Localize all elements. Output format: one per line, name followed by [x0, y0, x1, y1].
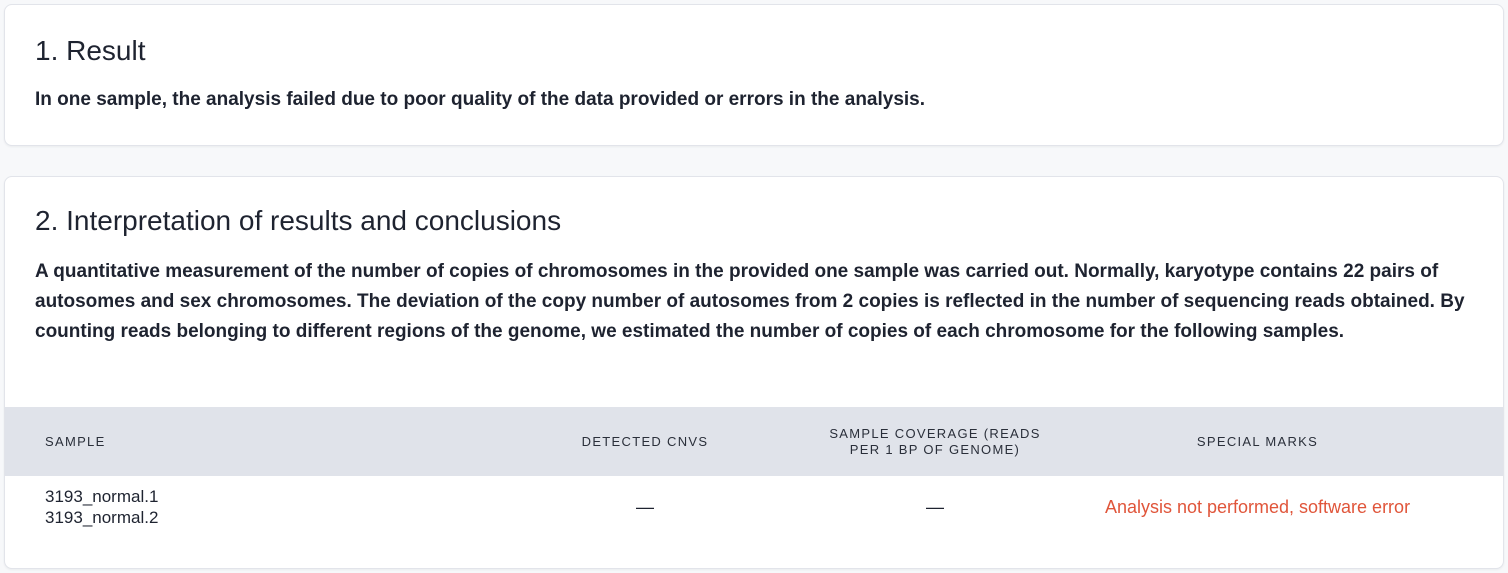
sample-cell: 3193_normal.1 3193_normal.2 [45, 476, 158, 538]
sample-name: 3193_normal.2 [45, 508, 159, 527]
table-row: 3193_normal.1 3193_normal.2 — — Analysis… [5, 476, 1503, 568]
column-header-special-marks: SPECIAL MARKS [1196, 433, 1319, 449]
sample-name: 3193_normal.1 [45, 487, 159, 506]
interpretation-card: 2. Interpretation of results and conclus… [4, 176, 1504, 569]
column-header-sample-coverage: SAMPLE COVERAGE (READS PER 1 BP OF GENOM… [829, 425, 1041, 457]
result-card: 1. Result In one sample, the analysis fa… [4, 4, 1504, 146]
table-header: SAMPLE DETECTED CNVS SAMPLE COVERAGE (RE… [5, 407, 1503, 476]
interpretation-text: A quantitative measurement of the number… [35, 261, 1465, 342]
interpretation-title: 2. Interpretation of results and conclus… [35, 205, 562, 236]
column-header-sample: SAMPLE [45, 433, 106, 449]
column-header-detected-cnvs: DETECTED CNVS [581, 433, 709, 449]
sample-coverage-cell: — [926, 496, 944, 517]
detected-cnvs-cell: — [636, 496, 654, 517]
special-marks-cell: Analysis not performed, software error [1104, 496, 1411, 517]
result-title: 1. Result [35, 35, 146, 66]
result-text: In one sample, the analysis failed due t… [35, 89, 926, 110]
